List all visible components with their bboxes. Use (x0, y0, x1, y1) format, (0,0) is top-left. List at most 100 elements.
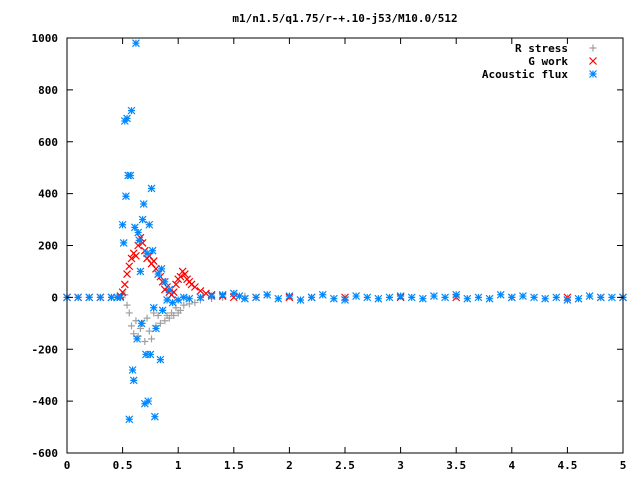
data-point (552, 293, 561, 302)
data-point (172, 280, 180, 289)
y-tick-label: -400 (32, 395, 59, 408)
data-point (96, 293, 105, 302)
data-point (156, 319, 164, 327)
data-point (463, 294, 472, 303)
data-point (318, 290, 327, 299)
data-point (145, 327, 153, 335)
data-point (137, 319, 146, 328)
data-point (352, 292, 361, 301)
data-point (418, 294, 427, 303)
data-point (146, 350, 155, 359)
data-point (128, 366, 137, 374)
data-point (496, 290, 505, 299)
data-point (144, 397, 153, 406)
data-point (122, 192, 130, 201)
legend-label: G work (528, 55, 568, 68)
data-point (161, 317, 169, 325)
data-point (263, 290, 272, 299)
data-point (142, 350, 150, 359)
x-tick-label: 0.5 (113, 459, 133, 472)
data-point (165, 314, 173, 322)
series-star (63, 39, 627, 424)
data-point (274, 294, 283, 303)
data-point (125, 309, 133, 317)
data-point (307, 293, 316, 302)
data-point (163, 296, 172, 304)
data-point (107, 293, 116, 302)
x-tick-label: 0 (64, 459, 71, 472)
data-point (123, 114, 131, 123)
x-tick-label: 4 (508, 459, 515, 472)
data-point (158, 306, 167, 315)
data-point (196, 293, 205, 302)
data-point (74, 293, 83, 302)
legend-marker (589, 44, 597, 52)
data-point (152, 324, 160, 333)
data-point (139, 200, 148, 208)
data-point (407, 293, 416, 302)
data-point (120, 280, 129, 289)
x-tick-label: 3.5 (446, 459, 466, 472)
data-point (149, 257, 158, 265)
plot-frame (66, 37, 624, 454)
data-point (452, 290, 461, 299)
data-point (541, 294, 550, 303)
data-point (296, 296, 305, 304)
plot-marks (63, 39, 627, 424)
x-tick-label: 5 (620, 459, 627, 472)
data-point (240, 294, 249, 303)
axes: 0 0.5 1 1.5 2 2.5 3 3.5 4 4.5 5 -600 -400 -200 0 200 400… (32, 32, 627, 472)
data-point (143, 249, 151, 258)
data-point (191, 299, 199, 307)
data-point (285, 292, 294, 301)
data-point (129, 376, 138, 385)
data-point (229, 289, 238, 298)
data-point (385, 293, 394, 302)
data-point (118, 220, 127, 229)
data-point (138, 215, 147, 224)
data-point (396, 292, 405, 301)
x-tick-label: 2 (286, 459, 293, 472)
data-point (123, 270, 131, 278)
data-point (85, 293, 94, 302)
data-point (190, 283, 199, 291)
data-point (574, 294, 583, 303)
x-tick-label: 1.5 (224, 459, 244, 472)
data-point (180, 301, 188, 309)
y-tick-label: 600 (38, 136, 58, 149)
data-point (135, 236, 144, 245)
data-point (474, 293, 483, 302)
y-tick-label: 200 (38, 240, 58, 253)
data-point (180, 270, 189, 278)
data-point (123, 301, 131, 309)
x-tick-label: 2.5 (335, 459, 355, 472)
data-point (116, 293, 125, 302)
data-point (176, 306, 184, 314)
data-point (176, 272, 185, 281)
data-point (132, 251, 140, 260)
data-point (179, 293, 188, 302)
x-tick-label: 3 (397, 459, 404, 472)
data-point (141, 337, 149, 345)
data-point (136, 325, 144, 332)
y-tick-label: 1000 (32, 32, 59, 45)
data-point (607, 293, 616, 302)
data-point (154, 312, 162, 320)
x-tick-label: 1 (175, 459, 182, 472)
data-point (530, 293, 538, 302)
data-point (132, 39, 140, 48)
y-tick-label: 800 (38, 84, 58, 97)
y-tick-label: -600 (32, 447, 59, 460)
y-tick-label: -200 (32, 343, 59, 356)
data-point (127, 322, 135, 330)
legend-label: Acoustic flux (482, 68, 568, 81)
legend-label: R stress (515, 42, 568, 55)
data-point (235, 292, 244, 301)
data-point (125, 415, 134, 424)
data-point (207, 292, 216, 301)
data-point (130, 223, 139, 232)
data-point (125, 262, 134, 271)
data-point (165, 285, 174, 294)
